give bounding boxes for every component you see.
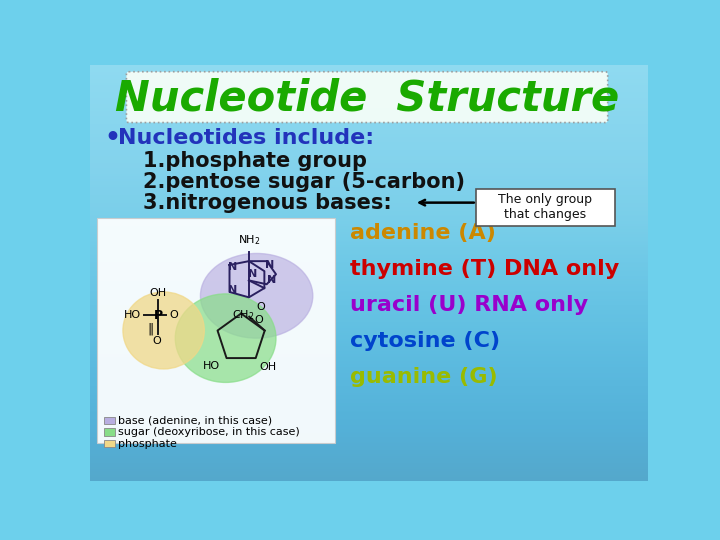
Text: adenine (A): adenine (A) bbox=[350, 222, 495, 242]
Text: •: • bbox=[104, 126, 120, 150]
Text: 2.pentose sugar (5-carbon): 2.pentose sugar (5-carbon) bbox=[143, 172, 464, 192]
Text: sugar (deoxyribose, in this case): sugar (deoxyribose, in this case) bbox=[118, 427, 300, 437]
Text: cytosine (C): cytosine (C) bbox=[350, 331, 500, 351]
Text: O: O bbox=[256, 302, 265, 313]
Text: uracil (U) RNA only: uracil (U) RNA only bbox=[350, 295, 588, 315]
FancyBboxPatch shape bbox=[476, 189, 615, 226]
Text: HO: HO bbox=[203, 361, 220, 371]
Text: N: N bbox=[265, 260, 274, 270]
Text: OH: OH bbox=[260, 362, 276, 372]
Ellipse shape bbox=[123, 292, 204, 369]
Text: guanine (G): guanine (G) bbox=[350, 367, 498, 387]
Text: 3.nitrogenous bases:: 3.nitrogenous bases: bbox=[143, 193, 392, 213]
FancyBboxPatch shape bbox=[127, 72, 608, 123]
Ellipse shape bbox=[175, 294, 276, 382]
Text: N: N bbox=[268, 275, 276, 286]
Text: P: P bbox=[153, 308, 163, 321]
Text: N: N bbox=[248, 269, 257, 279]
FancyBboxPatch shape bbox=[104, 440, 114, 448]
Text: O: O bbox=[255, 315, 264, 325]
Text: O: O bbox=[152, 336, 161, 346]
Text: phosphate: phosphate bbox=[118, 438, 177, 449]
Text: N: N bbox=[228, 286, 237, 295]
Text: N: N bbox=[228, 262, 237, 272]
Text: thymine (T) DNA only: thymine (T) DNA only bbox=[350, 259, 619, 279]
Text: O: O bbox=[169, 310, 178, 320]
Text: ‖: ‖ bbox=[148, 322, 153, 335]
Text: NH$_2$: NH$_2$ bbox=[238, 233, 260, 247]
Text: The only group
that changes: The only group that changes bbox=[498, 193, 593, 221]
Text: Nucleotide  Structure: Nucleotide Structure bbox=[115, 78, 620, 120]
Text: OH: OH bbox=[150, 288, 167, 299]
Text: base (adenine, in this case): base (adenine, in this case) bbox=[118, 416, 272, 426]
Text: HO: HO bbox=[124, 310, 141, 320]
Text: Nucleotides include:: Nucleotides include: bbox=[118, 128, 374, 148]
Ellipse shape bbox=[200, 253, 312, 338]
FancyBboxPatch shape bbox=[97, 218, 335, 443]
FancyBboxPatch shape bbox=[104, 428, 114, 436]
FancyBboxPatch shape bbox=[104, 417, 114, 424]
Text: 1.phosphate group: 1.phosphate group bbox=[143, 151, 366, 171]
Text: CH$_2$: CH$_2$ bbox=[232, 308, 254, 322]
